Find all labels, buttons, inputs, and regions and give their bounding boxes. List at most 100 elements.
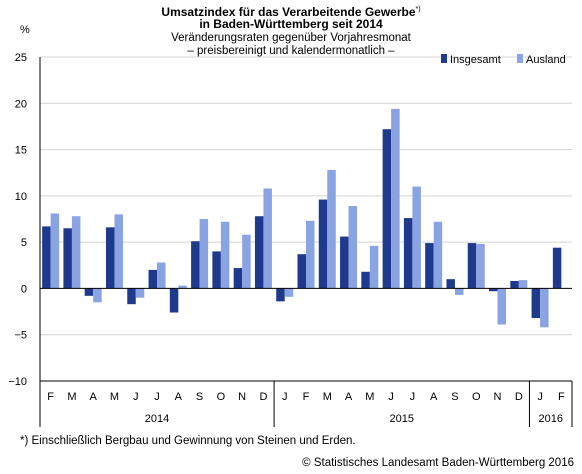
bar-insgesamt (446, 279, 455, 289)
bar-insgesamt (425, 243, 434, 289)
bar-ausland (71, 216, 81, 289)
year-label: 2015 (390, 413, 414, 425)
bar-insgesamt (297, 254, 306, 289)
bar-insgesamt (340, 236, 349, 289)
bar-insgesamt (169, 288, 179, 313)
chart-title-line2: in Baden-Württemberg seit 2014 (199, 17, 383, 31)
bar-ausland (93, 288, 102, 303)
bar-ausland (306, 220, 315, 289)
bar-ausland (284, 288, 294, 297)
y-tick-label: −5 (14, 330, 27, 342)
bar-insgesamt (84, 288, 94, 296)
chart-subtitle: Veränderungsraten gegenüber Vorjahresmon… (171, 32, 411, 44)
bar-insgesamt (254, 216, 264, 289)
bar-insgesamt (531, 288, 541, 319)
bar-insgesamt (361, 271, 370, 289)
x-tick-label: N (494, 391, 502, 403)
x-tick-label: F (47, 391, 54, 403)
chart-subtitle-line2: – preisbereinigt und kalendermonatlich – (187, 45, 395, 57)
legend: Insgesamt Ausland (441, 54, 566, 66)
bar-insgesamt (552, 247, 562, 289)
x-tick-label: O (472, 391, 481, 403)
x-tick-label: S (196, 391, 203, 403)
x-tick-label: M (110, 391, 119, 403)
bar-ausland (199, 219, 209, 289)
bar-ausland (454, 288, 464, 295)
bar-insgesamt (403, 218, 413, 289)
year-label: 2016 (538, 413, 562, 425)
bar-insgesamt (489, 288, 498, 292)
x-tick-label: J (133, 391, 139, 403)
axes (39, 57, 573, 427)
x-tick-label: S (451, 391, 458, 403)
bar-ausland (518, 280, 528, 289)
legend-swatch-ausland (517, 54, 523, 63)
legend-label-ausland: Ausland (526, 54, 566, 66)
bar-insgesamt (63, 228, 72, 289)
bar-ausland (135, 288, 145, 298)
bar-ausland (348, 206, 358, 289)
y-tick-label: 15 (15, 145, 27, 157)
bar-insgesamt (212, 251, 221, 289)
chart-title: Umsatzindex für das Verarbeitende Gewerb… (161, 5, 421, 19)
bar-ausland (50, 213, 60, 289)
bar-ausland (391, 108, 400, 289)
bar-insgesamt (42, 226, 51, 289)
x-tick-label: F (558, 391, 565, 403)
x-tick-label: J (388, 391, 394, 403)
x-tick-label: N (238, 391, 246, 403)
bars (42, 108, 562, 328)
legend-label-insgesamt: Insgesamt (450, 54, 501, 66)
bar-ausland (157, 262, 166, 289)
y-axis-label: % (20, 24, 30, 36)
x-tick-label: J (282, 391, 288, 403)
bar-ausland (412, 186, 421, 289)
bar-insgesamt (148, 269, 158, 289)
bar-ausland (433, 221, 443, 289)
bar-ausland (242, 234, 251, 289)
x-tick-label: J (154, 391, 160, 403)
y-tick-label: 20 (15, 98, 27, 110)
bar-ausland (220, 221, 230, 289)
legend-swatch-insgesamt (441, 54, 447, 63)
bar-ausland (114, 214, 123, 289)
bar-ausland (327, 169, 336, 289)
x-tick-label: D (515, 391, 523, 403)
y-tick-label: 0 (21, 283, 27, 295)
bar-ausland (369, 245, 379, 289)
x-tick-label: A (430, 391, 438, 403)
bar-ausland (540, 288, 549, 328)
x-tick-label: J (410, 391, 416, 403)
source-note: © Statistisches Landesamt Baden-Württemb… (302, 457, 574, 469)
bar-ausland (178, 285, 187, 289)
y-tick-label: −10 (8, 376, 27, 388)
bar-insgesamt (191, 241, 200, 289)
bar-insgesamt (105, 227, 115, 289)
bar-insgesamt (276, 288, 285, 302)
x-tick-label: M (365, 391, 374, 403)
x-tick-label: A (345, 391, 353, 403)
bar-insgesamt (467, 243, 477, 289)
x-tick-label: A (90, 391, 98, 403)
x-tick-label: J (537, 391, 543, 403)
y-tick-label: 5 (21, 237, 27, 249)
bar-ausland (263, 188, 272, 289)
x-tick-label: O (217, 391, 226, 403)
bar-insgesamt (233, 268, 243, 289)
x-tick-label: F (303, 391, 310, 403)
grid-lines (40, 56, 572, 382)
x-tick-label: M (323, 391, 332, 403)
bar-insgesamt (382, 129, 392, 289)
bar-ausland (497, 288, 507, 325)
year-label: 2014 (145, 413, 169, 425)
x-tick-label: D (259, 391, 267, 403)
bar-ausland (476, 243, 485, 289)
y-tick-label: 10 (15, 191, 27, 203)
footnote: *) Einschließlich Bergbau und Gewinnung … (20, 435, 356, 447)
x-tick-label: M (67, 391, 76, 403)
x-tick-label: A (175, 391, 183, 403)
bar-insgesamt (127, 288, 136, 305)
y-tick-label: 25 (15, 52, 27, 64)
